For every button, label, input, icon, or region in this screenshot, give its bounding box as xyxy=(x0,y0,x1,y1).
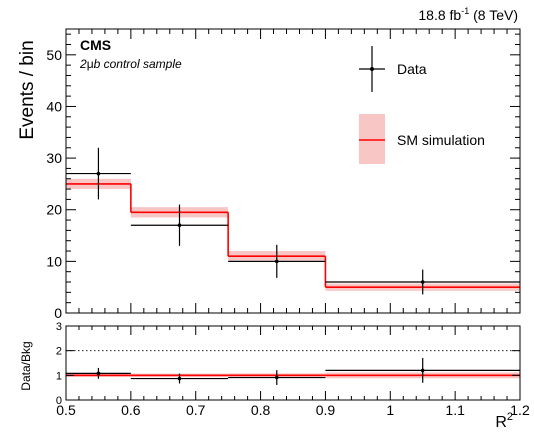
main-ytick-label-3: 30 xyxy=(46,150,62,166)
ratio-data-point-1 xyxy=(177,376,182,381)
xtick-label-2: 0.7 xyxy=(186,402,206,418)
xtick-label-0: 0.5 xyxy=(56,402,76,418)
cms-label: CMS xyxy=(80,37,111,53)
xtick-label-4: 0.9 xyxy=(316,402,336,418)
ratio-ytick-label-3: 3 xyxy=(56,321,62,333)
ratio-data-point-3 xyxy=(420,368,425,373)
xtick-label-1: 0.6 xyxy=(121,402,141,418)
main-ytick-label-2: 20 xyxy=(46,202,62,218)
ratio-ytick-label-0: 0 xyxy=(56,395,62,407)
ratio-ylabel: Data/Bkg xyxy=(19,341,33,390)
main-data-points xyxy=(66,147,520,295)
ratio-data-points xyxy=(66,358,520,385)
ratio-data-point-2 xyxy=(274,375,279,380)
luminosity-label: 18.8 fb-1 (8 TeV) xyxy=(418,6,518,23)
main-ytick-label-4: 40 xyxy=(46,98,62,114)
legend-sim-band xyxy=(359,114,385,164)
main-mc-band xyxy=(66,178,520,291)
xtick-label-7: 1.2 xyxy=(510,402,530,418)
legend-data-marker xyxy=(370,67,374,71)
legend-sim-label: SM simulation xyxy=(397,132,485,148)
xtick-label-5: 1 xyxy=(386,402,394,418)
ratio-axis-ticks: 0 1 2 3 0.5 0.6 0.7 0.8 0.9 1 1.1 1.2 xyxy=(56,321,530,418)
main-ytick-label-1: 10 xyxy=(46,253,62,269)
ratio-ytick-label-2: 2 xyxy=(56,346,62,358)
main-ytick-label-5: 50 xyxy=(46,47,62,63)
sample-label: 2μb control sample xyxy=(79,57,182,71)
main-plot-frame xyxy=(65,28,521,314)
main-mc-line xyxy=(66,183,520,288)
main-data-point-3 xyxy=(420,280,425,284)
ratio-ytick-label-1: 1 xyxy=(56,370,62,382)
main-data-point-0 xyxy=(96,171,101,176)
legend-data-label: Data xyxy=(397,61,427,77)
legend: Data SM simulation xyxy=(359,46,485,164)
xlabel: R2 xyxy=(495,411,513,431)
main-data-point-2 xyxy=(274,259,279,264)
main-axis-ticks: 0 10 20 30 40 50 xyxy=(46,29,521,321)
main-data-point-1 xyxy=(177,223,182,228)
main-ylabel: Events / bin xyxy=(17,40,38,139)
xtick-label-6: 1.1 xyxy=(445,402,465,418)
main-ytick-label-0: 0 xyxy=(54,305,62,321)
ratio-plot-frame xyxy=(65,325,521,401)
ratio-data-point-0 xyxy=(96,371,101,376)
xtick-label-3: 0.8 xyxy=(251,402,271,418)
